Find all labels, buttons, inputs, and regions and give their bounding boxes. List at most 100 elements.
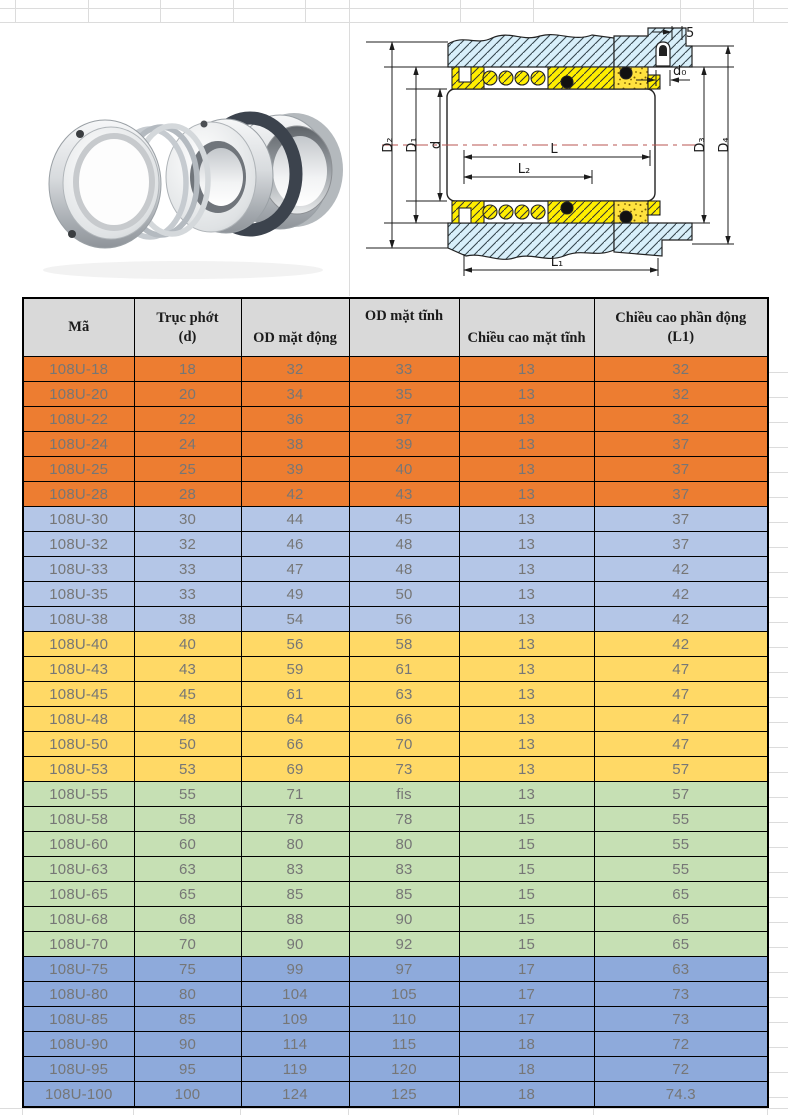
cell-chieu-cao-phan-dong[interactable]: 42 — [593, 581, 769, 607]
cell-chieu-cao-mat-tinh[interactable]: 13 — [458, 431, 595, 457]
cell-chieu-cao-mat-tinh[interactable]: 13 — [458, 481, 595, 507]
cell-od-mat-dong[interactable]: 114 — [240, 1031, 350, 1057]
cell-ma[interactable]: 108U-95 — [22, 1056, 135, 1082]
cell-truc-phot[interactable]: 80 — [133, 981, 242, 1007]
cell-od-mat-dong[interactable]: 61 — [240, 681, 350, 707]
cell-ma[interactable]: 108U-22 — [22, 406, 135, 432]
cell-chieu-cao-mat-tinh[interactable]: 15 — [458, 831, 595, 857]
cell-chieu-cao-phan-dong[interactable]: 37 — [593, 431, 769, 457]
cell-od-mat-dong[interactable]: 59 — [240, 656, 350, 682]
cell-chieu-cao-phan-dong[interactable]: 42 — [593, 556, 769, 582]
cell-od-mat-dong[interactable]: 119 — [240, 1056, 350, 1082]
cell-od-mat-dong[interactable]: 104 — [240, 981, 350, 1007]
cell-chieu-cao-mat-tinh[interactable]: 13 — [458, 456, 595, 482]
cell-chieu-cao-phan-dong[interactable]: 42 — [593, 631, 769, 657]
cell-od-mat-tinh[interactable]: 43 — [348, 481, 460, 507]
cell-ma[interactable]: 108U-45 — [22, 681, 135, 707]
cell-ma[interactable]: 108U-32 — [22, 531, 135, 557]
cell-ma[interactable]: 108U-38 — [22, 606, 135, 632]
cell-chieu-cao-mat-tinh[interactable]: 13 — [458, 406, 595, 432]
cell-ma[interactable]: 108U-43 — [22, 656, 135, 682]
cell-od-mat-tinh[interactable]: 120 — [348, 1056, 460, 1082]
cell-od-mat-tinh[interactable]: 125 — [348, 1081, 460, 1108]
cell-truc-phot[interactable]: 85 — [133, 1006, 242, 1032]
cell-ma[interactable]: 108U-90 — [22, 1031, 135, 1057]
cell-od-mat-tinh[interactable]: 48 — [348, 531, 460, 557]
cell-od-mat-tinh[interactable]: 37 — [348, 406, 460, 432]
cell-ma[interactable]: 108U-18 — [22, 356, 135, 382]
cell-truc-phot[interactable]: 22 — [133, 406, 242, 432]
cell-ma[interactable]: 108U-24 — [22, 431, 135, 457]
cell-chieu-cao-mat-tinh[interactable]: 15 — [458, 931, 595, 957]
col-header-truc-phot[interactable]: Trục phớt (d) — [133, 297, 242, 357]
cell-ma[interactable]: 108U-70 — [22, 931, 135, 957]
cell-truc-phot[interactable]: 38 — [133, 606, 242, 632]
cell-truc-phot[interactable]: 30 — [133, 506, 242, 532]
cell-truc-phot[interactable]: 65 — [133, 881, 242, 907]
col-header-chieu-cao-mat-tinh[interactable]: Chiều cao mặt tĩnh — [458, 297, 595, 357]
cell-truc-phot[interactable]: 28 — [133, 481, 242, 507]
cell-od-mat-tinh[interactable]: 35 — [348, 381, 460, 407]
cell-truc-phot[interactable]: 43 — [133, 656, 242, 682]
cell-chieu-cao-mat-tinh[interactable]: 18 — [458, 1081, 595, 1108]
cell-od-mat-dong[interactable]: 99 — [240, 956, 350, 982]
cell-truc-phot[interactable]: 48 — [133, 706, 242, 732]
cell-ma[interactable]: 108U-60 — [22, 831, 135, 857]
cell-truc-phot[interactable]: 24 — [133, 431, 242, 457]
cell-ma[interactable]: 108U-40 — [22, 631, 135, 657]
cell-chieu-cao-mat-tinh[interactable]: 17 — [458, 1006, 595, 1032]
cell-od-mat-tinh[interactable]: 105 — [348, 981, 460, 1007]
cell-chieu-cao-phan-dong[interactable]: 65 — [593, 881, 769, 907]
cell-ma[interactable]: 108U-85 — [22, 1006, 135, 1032]
cell-chieu-cao-phan-dong[interactable]: 73 — [593, 1006, 769, 1032]
cell-chieu-cao-mat-tinh[interactable]: 13 — [458, 531, 595, 557]
cell-chieu-cao-mat-tinh[interactable]: 18 — [458, 1056, 595, 1082]
cell-truc-phot[interactable]: 40 — [133, 631, 242, 657]
cell-od-mat-tinh[interactable]: 33 — [348, 356, 460, 382]
cell-ma[interactable]: 108U-33 — [22, 556, 135, 582]
cell-chieu-cao-mat-tinh[interactable]: 13 — [458, 706, 595, 732]
cell-od-mat-dong[interactable]: 124 — [240, 1081, 350, 1108]
cell-od-mat-tinh[interactable]: 63 — [348, 681, 460, 707]
cell-chieu-cao-phan-dong[interactable]: 57 — [593, 756, 769, 782]
cell-chieu-cao-mat-tinh[interactable]: 15 — [458, 906, 595, 932]
cell-chieu-cao-phan-dong[interactable]: 32 — [593, 381, 769, 407]
cell-od-mat-tinh[interactable]: fis — [348, 781, 460, 807]
cell-chieu-cao-mat-tinh[interactable]: 13 — [458, 506, 595, 532]
cell-od-mat-tinh[interactable]: 90 — [348, 906, 460, 932]
cell-ma[interactable]: 108U-50 — [22, 731, 135, 757]
cell-ma[interactable]: 108U-30 — [22, 506, 135, 532]
cell-od-mat-dong[interactable]: 34 — [240, 381, 350, 407]
cell-chieu-cao-phan-dong[interactable]: 74.3 — [593, 1081, 769, 1108]
cell-od-mat-dong[interactable]: 56 — [240, 631, 350, 657]
cell-od-mat-dong[interactable]: 49 — [240, 581, 350, 607]
cell-chieu-cao-mat-tinh[interactable]: 13 — [458, 681, 595, 707]
col-header-ma[interactable]: Mã — [22, 297, 135, 357]
cell-ma[interactable]: 108U-55 — [22, 781, 135, 807]
cell-ma[interactable]: 108U-25 — [22, 456, 135, 482]
cell-truc-phot[interactable]: 55 — [133, 781, 242, 807]
cell-truc-phot[interactable]: 60 — [133, 831, 242, 857]
cell-truc-phot[interactable]: 20 — [133, 381, 242, 407]
cell-chieu-cao-mat-tinh[interactable]: 18 — [458, 1031, 595, 1057]
cell-chieu-cao-mat-tinh[interactable]: 13 — [458, 606, 595, 632]
cell-od-mat-tinh[interactable]: 58 — [348, 631, 460, 657]
cell-od-mat-dong[interactable]: 71 — [240, 781, 350, 807]
cell-chieu-cao-mat-tinh[interactable]: 15 — [458, 856, 595, 882]
cell-od-mat-dong[interactable]: 54 — [240, 606, 350, 632]
cell-od-mat-dong[interactable]: 32 — [240, 356, 350, 382]
cell-truc-phot[interactable]: 95 — [133, 1056, 242, 1082]
cell-ma[interactable]: 108U-100 — [22, 1081, 135, 1108]
col-header-od-mat-tinh[interactable]: OD mặt tĩnh — [348, 297, 460, 357]
cell-chieu-cao-mat-tinh[interactable]: 17 — [458, 956, 595, 982]
cell-od-mat-dong[interactable]: 46 — [240, 531, 350, 557]
cell-od-mat-tinh[interactable]: 66 — [348, 706, 460, 732]
cell-ma[interactable]: 108U-80 — [22, 981, 135, 1007]
cell-chieu-cao-phan-dong[interactable]: 72 — [593, 1031, 769, 1057]
cell-truc-phot[interactable]: 63 — [133, 856, 242, 882]
cell-ma[interactable]: 108U-63 — [22, 856, 135, 882]
cell-od-mat-dong[interactable]: 88 — [240, 906, 350, 932]
cell-ma[interactable]: 108U-53 — [22, 756, 135, 782]
cell-od-mat-tinh[interactable]: 83 — [348, 856, 460, 882]
cell-od-mat-dong[interactable]: 90 — [240, 931, 350, 957]
